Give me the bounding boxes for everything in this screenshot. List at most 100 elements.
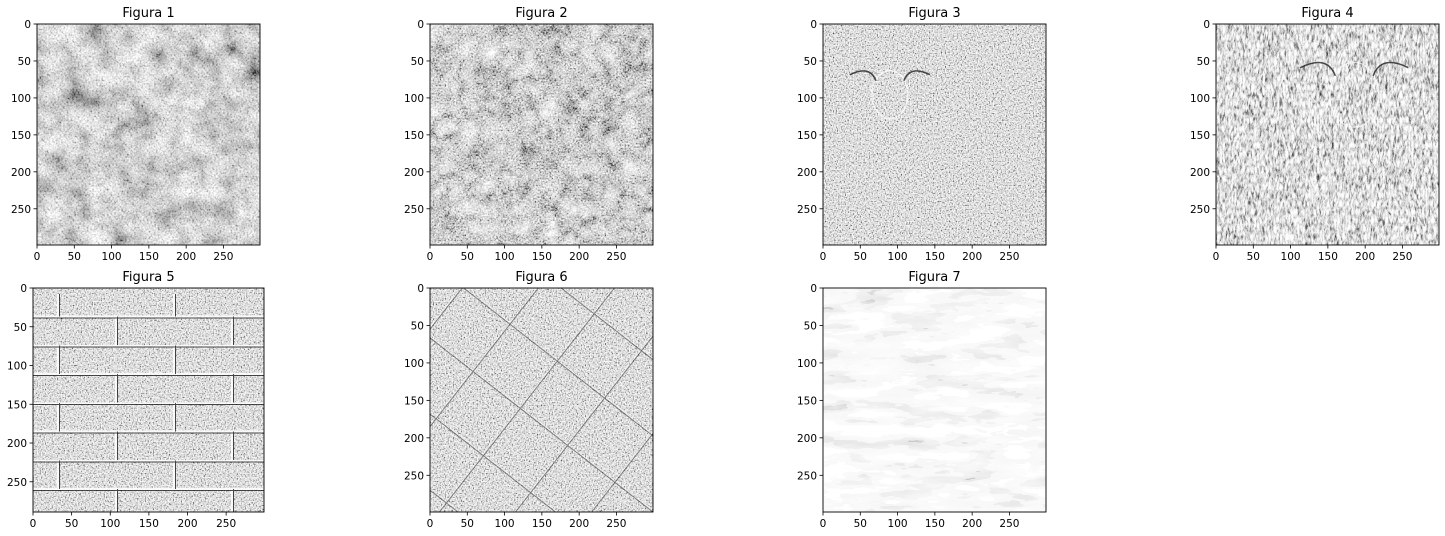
y-tick-label: 0 [810, 283, 817, 295]
x-tick-label: 150 [532, 518, 552, 530]
y-tick-label: 50 [14, 322, 27, 334]
image-4 [1216, 24, 1439, 245]
y-tick-label: 200 [11, 167, 31, 179]
x-tick-label: 200 [177, 518, 197, 530]
y-tick-label: 150 [797, 130, 817, 142]
x-tick-label: 150 [925, 518, 945, 530]
x-tick-label: 200 [962, 251, 982, 263]
x-tick-label: 250 [213, 251, 233, 263]
x-tick-label: 100 [1281, 251, 1301, 263]
y-tick-label: 200 [797, 167, 817, 179]
y-tick-label: 50 [1197, 56, 1210, 68]
x-tick-label: 100 [888, 251, 908, 263]
x-tick-label: 200 [569, 518, 589, 530]
x-tick-label: 50 [854, 518, 867, 530]
y-tick-label: 200 [1190, 167, 1210, 179]
x-tick-label: 100 [495, 518, 515, 530]
figure-panel-4: Figura 4 0 50 100 150 200 250 0 50 100 150 200 250 [1190, 6, 1440, 263]
y-tick-label: 0 [24, 19, 31, 31]
image-7 [823, 288, 1046, 512]
x-tick-label: 150 [1318, 251, 1338, 263]
x-tick-label: 200 [962, 518, 982, 530]
y-tick-label: 200 [797, 433, 817, 445]
y-tick-label: 50 [804, 56, 817, 68]
y-tick-label: 50 [411, 56, 424, 68]
y-tick-label: 250 [404, 204, 424, 216]
y-tick-label: 0 [417, 19, 424, 31]
y-tick-label: 150 [404, 130, 424, 142]
y-tick-label: 0 [810, 19, 817, 31]
y-tick-label: 150 [797, 395, 817, 407]
x-tick-label: 50 [854, 251, 867, 263]
y-tick-label: 200 [404, 167, 424, 179]
y-tick-label: 250 [797, 204, 817, 216]
y-tick-label: 100 [404, 93, 424, 105]
x-tick-label: 200 [176, 251, 196, 263]
y-tick-label: 50 [804, 320, 817, 332]
image-6 [430, 288, 653, 512]
x-tick-label: 250 [1392, 251, 1412, 263]
y-tick-label: 200 [404, 433, 424, 445]
panel-title: Figura 2 [515, 6, 567, 21]
figure-panel-6: Figura 6 0 50 100 150 200 250 0 50 100 150 200 250 [404, 270, 654, 530]
x-tick-label: 250 [606, 251, 626, 263]
x-tick-label: 0 [427, 251, 434, 263]
x-tick-label: 100 [102, 251, 122, 263]
y-tick-label: 100 [11, 93, 31, 105]
y-tick-label: 100 [7, 361, 27, 373]
y-tick-label: 0 [1203, 19, 1210, 31]
x-tick-label: 0 [34, 251, 41, 263]
x-tick-label: 50 [1247, 251, 1260, 263]
y-tick-label: 250 [7, 477, 27, 489]
panel-title: Figura 4 [1301, 6, 1353, 21]
x-tick-label: 0 [30, 518, 37, 530]
y-tick-label: 250 [404, 470, 424, 482]
y-tick-label: 250 [797, 470, 817, 482]
image-1 [37, 24, 260, 245]
image-5 [33, 288, 264, 512]
x-tick-label: 0 [820, 518, 827, 530]
x-tick-label: 150 [139, 251, 159, 263]
y-tick-label: 250 [11, 204, 31, 216]
x-tick-label: 150 [139, 518, 159, 530]
figure-panel-3: Figura 3 0 50 100 150 200 250 0 50 100 150 200 250 [797, 6, 1047, 263]
y-tick-label: 200 [7, 438, 27, 450]
figure-panel-1: Figura 1 0 50 100 150 200 250 0 50 100 150 200 250 [11, 6, 261, 263]
panel-title: Figura 3 [908, 6, 960, 21]
y-tick-label: 100 [404, 358, 424, 370]
x-tick-label: 200 [569, 251, 589, 263]
x-tick-label: 0 [820, 251, 827, 263]
x-tick-label: 150 [925, 251, 945, 263]
y-tick-label: 50 [411, 320, 424, 332]
y-tick-label: 150 [11, 130, 31, 142]
panel-title: Figura 7 [908, 270, 960, 285]
x-tick-label: 100 [888, 518, 908, 530]
x-tick-label: 250 [999, 251, 1019, 263]
x-tick-label: 250 [216, 518, 236, 530]
x-tick-label: 50 [461, 251, 474, 263]
y-tick-label: 100 [1190, 93, 1210, 105]
panel-title: Figura 1 [122, 6, 174, 21]
x-tick-label: 0 [1213, 251, 1220, 263]
image-3 [823, 24, 1046, 245]
panel-title: Figura 5 [122, 270, 174, 285]
figure-panel-5: Figura 5 0 50 100 150 200 250 0 50 100 150 200 250 [7, 270, 265, 530]
y-tick-label: 250 [1190, 204, 1210, 216]
panel-title: Figura 6 [515, 270, 567, 285]
y-tick-label: 0 [20, 283, 27, 295]
y-tick-label: 100 [797, 358, 817, 370]
y-tick-label: 100 [797, 93, 817, 105]
x-tick-label: 50 [461, 518, 474, 530]
figure-panel-2: Figura 2 0 50 100 150 200 250 0 50 100 150 200 250 [404, 6, 654, 263]
x-tick-label: 250 [606, 518, 626, 530]
y-tick-label: 150 [404, 395, 424, 407]
y-tick-label: 50 [18, 56, 31, 68]
y-tick-label: 150 [7, 399, 27, 411]
x-tick-label: 50 [65, 518, 78, 530]
x-tick-label: 250 [999, 518, 1019, 530]
x-tick-label: 50 [68, 251, 81, 263]
y-tick-label: 150 [1190, 130, 1210, 142]
x-tick-label: 100 [495, 251, 515, 263]
x-tick-label: 150 [532, 251, 552, 263]
y-tick-label: 0 [417, 283, 424, 295]
